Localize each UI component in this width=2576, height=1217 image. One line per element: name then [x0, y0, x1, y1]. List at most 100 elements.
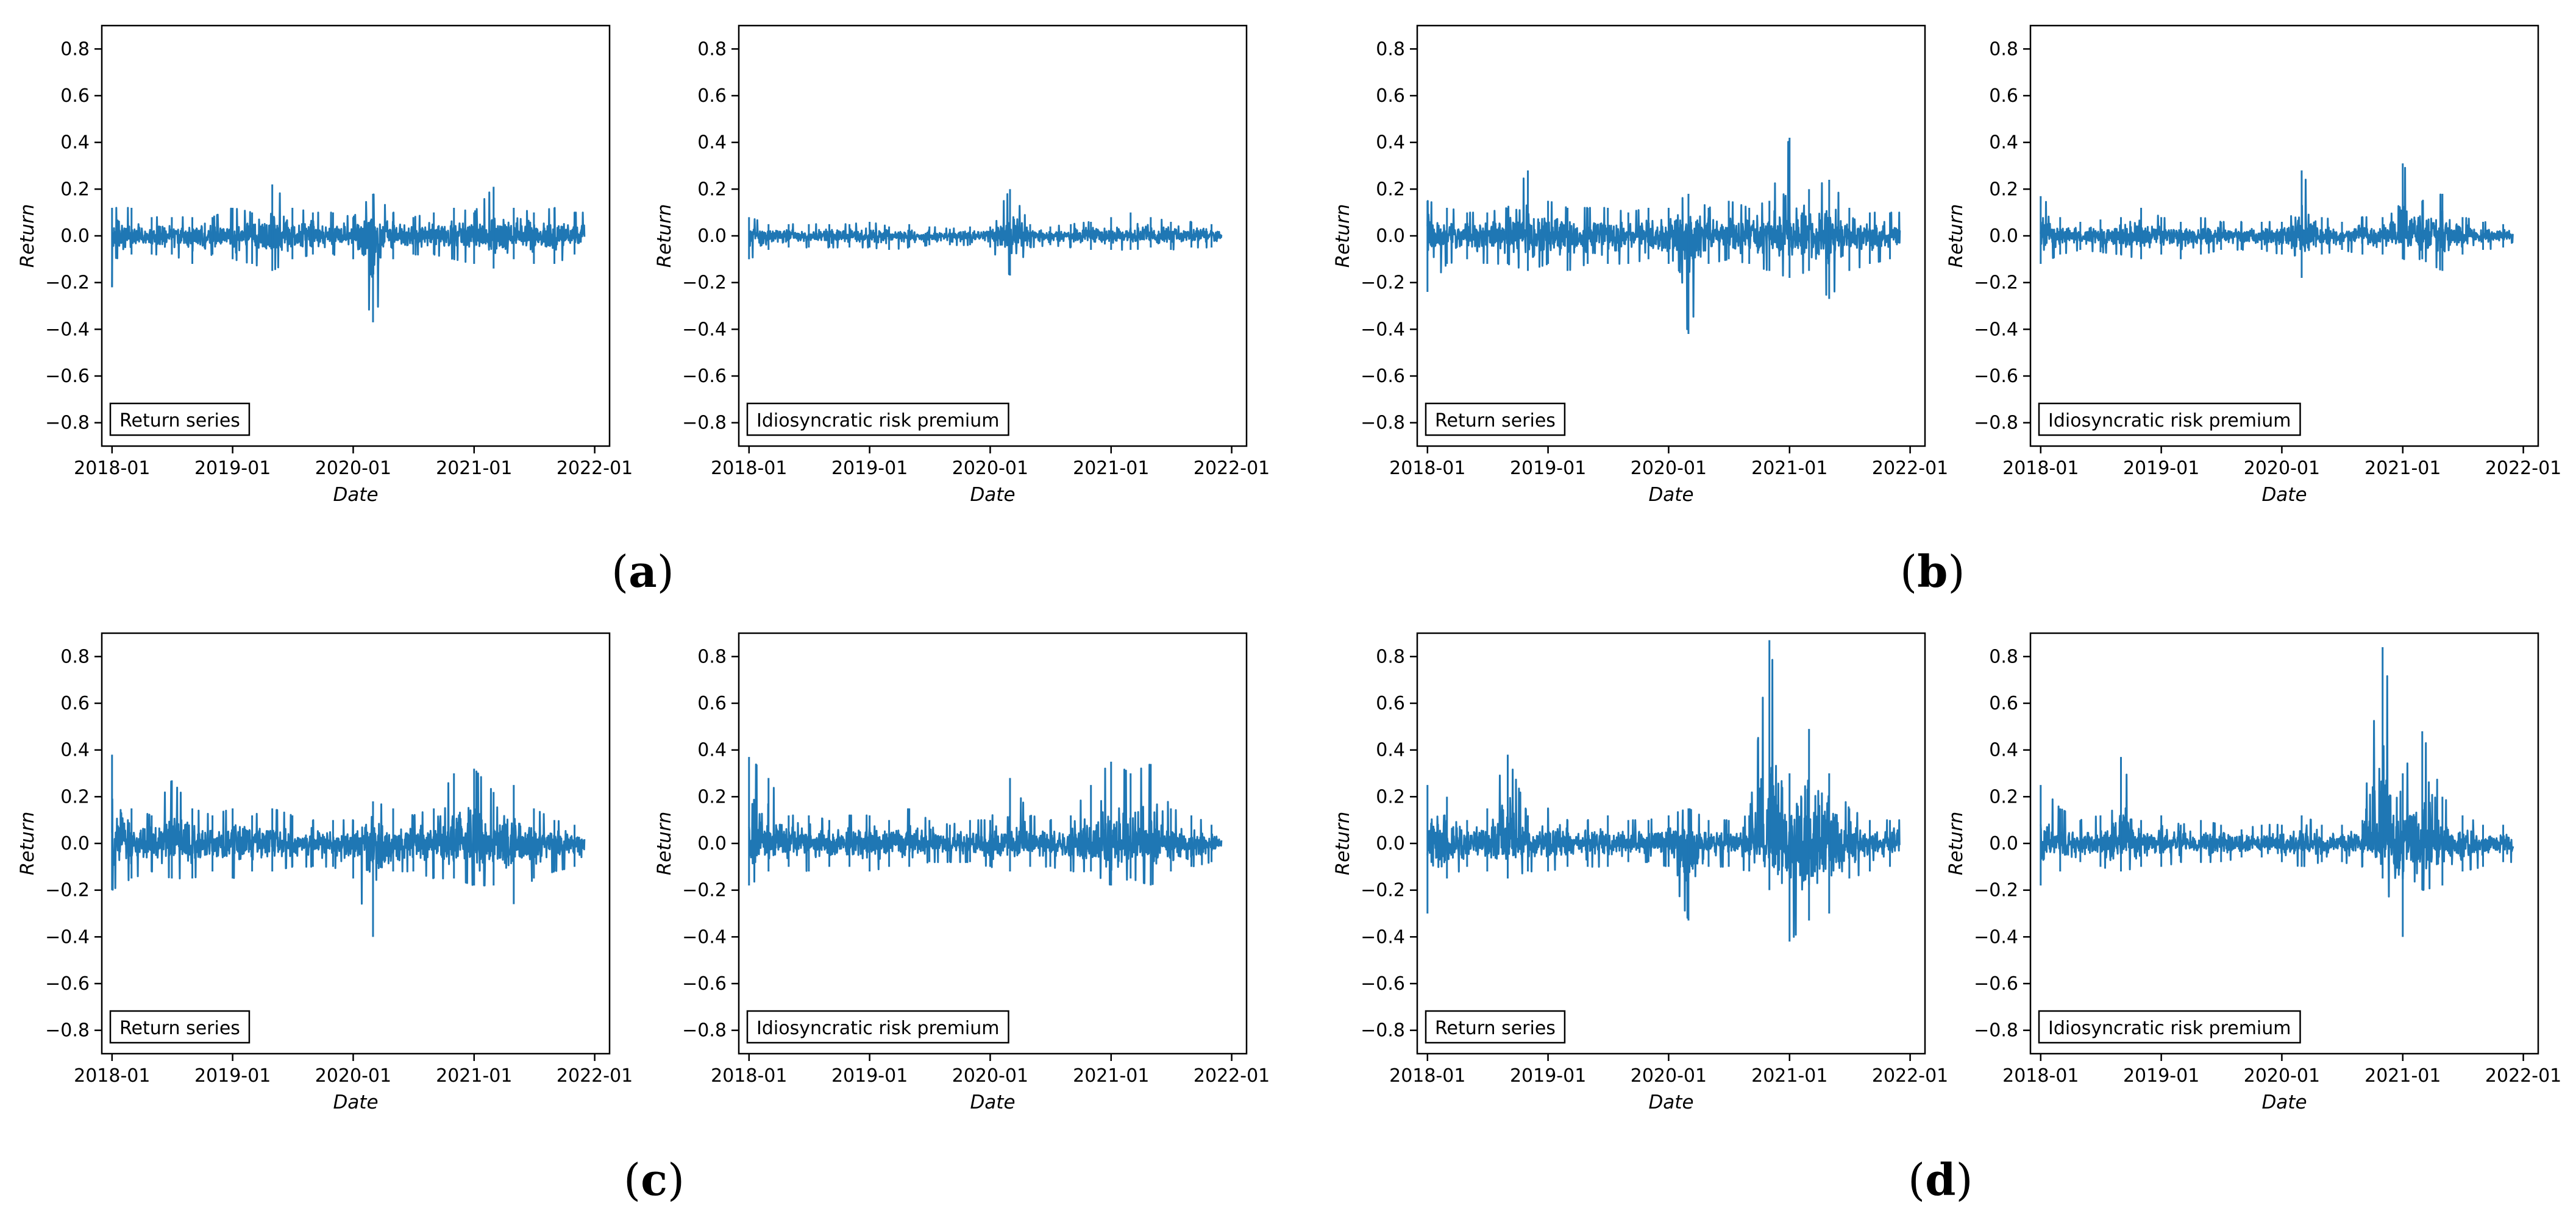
y-tick-label: 0.8 [697, 38, 727, 60]
series-line [748, 193, 1223, 275]
y-tick-label: −0.4 [1361, 319, 1405, 340]
x-tick-label: 2019-01 [831, 458, 908, 479]
y-tick-label: −0.6 [45, 366, 90, 387]
x-tick-label: 2021-01 [2364, 458, 2441, 479]
y-tick-label: −0.6 [1361, 366, 1405, 387]
y-tick-label: 0.0 [60, 225, 90, 247]
y-tick-label: 0.8 [1989, 646, 2018, 667]
subplot-7: 0.8 0.6 0.4 0.2 0.0 −0.2 −0.4 −0.6 −0.8 2018-01 20… [1332, 632, 1948, 1113]
y-tick-label: −0.6 [45, 973, 90, 995]
y-axis-label: Return [1332, 812, 1354, 876]
x-tick-label: 2019-01 [194, 1065, 271, 1087]
y-axis-label: Return [653, 204, 675, 268]
x-tick-label: 2022-01 [557, 458, 633, 479]
legend: Return series [109, 1010, 251, 1044]
x-tick-label: 2018-01 [711, 458, 787, 479]
y-tick-label: 0.6 [697, 85, 727, 107]
x-tick-label: 2022-01 [1872, 1065, 1948, 1087]
y-tick-label: 0.0 [1989, 833, 2018, 854]
subplot-1: 0.8 0.6 0.4 0.2 0.0 −0.2 −0.4 −0.6 −0.8 2018-01 20… [16, 24, 633, 506]
x-axis-label: Date [2261, 1091, 2307, 1113]
y-tick-label: 0.8 [1989, 38, 2018, 60]
y-tick-label: 0.6 [1989, 693, 2018, 714]
x-tick-label: 2021-01 [436, 458, 512, 479]
y-tick-label: −0.4 [1974, 926, 2018, 948]
y-tick-label: −0.8 [1361, 413, 1405, 434]
y-tick-label: −0.6 [682, 973, 727, 995]
x-tick-label: 2022-01 [1872, 458, 1948, 479]
y-tick-label: −0.8 [682, 413, 727, 434]
legend: Return series [1425, 1010, 1566, 1044]
x-axis-label: Date [970, 1091, 1015, 1113]
series-line [2040, 166, 2514, 271]
x-tick-label: 2020-01 [2244, 1065, 2320, 1087]
y-tick-label: −0.2 [682, 880, 727, 901]
x-tick-label: 2020-01 [315, 458, 391, 479]
y-tick-label: −0.8 [1361, 1020, 1405, 1041]
y-tick-label: −0.8 [682, 1020, 727, 1041]
legend: Return series [109, 402, 251, 436]
y-tick-label: −0.8 [45, 1020, 90, 1041]
series-line [1426, 141, 1901, 330]
legend-box [2038, 402, 2301, 436]
x-tick-label: 2022-01 [1194, 458, 1270, 479]
x-axis-label: Date [970, 484, 1015, 506]
y-tick-label: −0.2 [45, 880, 90, 901]
panel-label-c: c [641, 1154, 667, 1205]
y-tick-label: 0.0 [1989, 225, 2018, 247]
x-tick-label: 2021-01 [436, 1065, 512, 1087]
y-tick-label: 0.0 [60, 833, 90, 854]
y-tick-label: 0.4 [697, 132, 727, 154]
panel-caption-a: (a) [611, 545, 674, 597]
x-tick-label: 2018-01 [2002, 458, 2079, 479]
x-tick-label: 2018-01 [2002, 1065, 2079, 1087]
x-axis-label: Date [333, 484, 378, 506]
y-tick-label: −0.2 [1361, 880, 1405, 901]
x-axis-label: Date [333, 1091, 378, 1113]
panel-caption-b: (b) [1900, 545, 1965, 597]
y-tick-label: 0.2 [1989, 786, 2018, 807]
y-tick-label: −0.4 [1361, 926, 1405, 948]
y-tick-label: 0.2 [1376, 786, 1405, 807]
y-tick-label: 0.8 [697, 646, 727, 667]
y-tick-label: −0.2 [682, 272, 727, 294]
y-tick-label: 0.6 [1376, 85, 1405, 107]
y-tick-label: 0.2 [1989, 179, 2018, 200]
y-tick-label: −0.8 [45, 413, 90, 434]
y-tick-label: 0.2 [1376, 179, 1405, 200]
y-tick-label: 0.8 [60, 38, 90, 60]
y-tick-label: 0.0 [1376, 833, 1405, 854]
y-axis-label: Return [16, 204, 38, 268]
x-tick-label: 2021-01 [1073, 458, 1149, 479]
subplot-4: 0.8 0.6 0.4 0.2 0.0 −0.2 −0.4 −0.6 −0.8 2018-01 20… [1945, 24, 2561, 506]
legend: Idiosyncratic risk premium [2038, 402, 2301, 436]
y-tick-label: −0.4 [682, 319, 727, 340]
legend-text: Return series [1435, 1018, 1556, 1039]
y-tick-label: 0.0 [1376, 225, 1405, 247]
y-tick-label: −0.4 [45, 926, 90, 948]
x-tick-label: 2018-01 [711, 1065, 787, 1087]
x-tick-label: 2021-01 [2364, 1065, 2441, 1087]
x-tick-label: 2022-01 [2485, 458, 2561, 479]
x-tick-label: 2022-01 [2485, 1065, 2561, 1087]
series-line [1426, 659, 1901, 938]
legend-text: Return series [119, 1018, 240, 1039]
y-axis-label: Return [653, 812, 675, 876]
x-tick-label: 2021-01 [1073, 1065, 1149, 1087]
panel-caption-d: (d) [1908, 1154, 1973, 1205]
panel-label-d: d [1925, 1154, 1956, 1205]
subplot-6: 0.8 0.6 0.4 0.2 0.0 −0.2 −0.4 −0.6 −0.8 2018-01 20… [653, 632, 1270, 1113]
y-tick-label: 0.4 [1989, 132, 2018, 154]
x-axis-label: Date [1648, 1091, 1693, 1113]
subplot-2: 0.8 0.6 0.4 0.2 0.0 −0.2 −0.4 −0.6 −0.8 2018-01 20… [653, 24, 1270, 506]
x-tick-label: 2020-01 [2244, 458, 2320, 479]
y-tick-label: −0.2 [45, 272, 90, 294]
x-tick-label: 2018-01 [74, 1065, 150, 1087]
y-tick-label: 0.6 [1376, 693, 1405, 714]
y-tick-label: 0.4 [60, 740, 90, 761]
legend-box [746, 1010, 1009, 1044]
x-tick-label: 2020-01 [315, 1065, 391, 1087]
y-tick-label: 0.6 [697, 693, 727, 714]
x-axis-label: Date [1648, 484, 1693, 506]
